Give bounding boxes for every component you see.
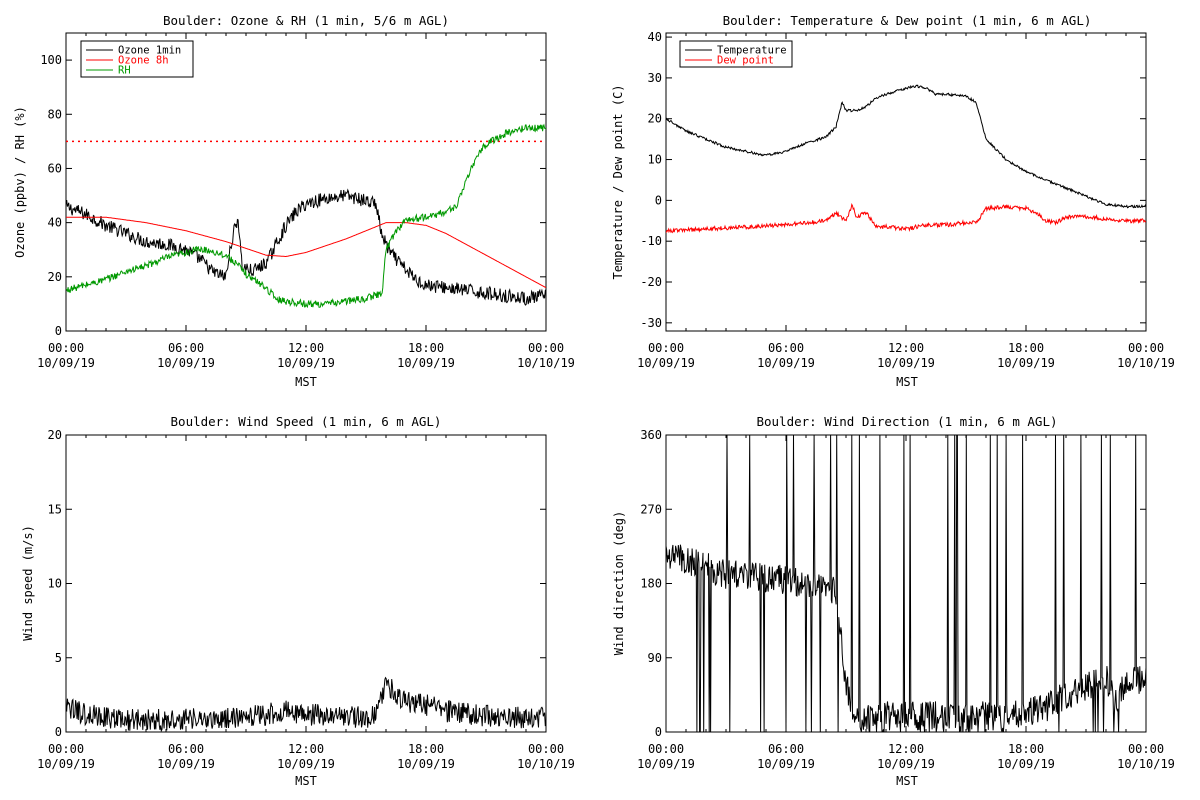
x-tick-label-time: 06:00 [768,742,804,756]
x-tick-label-time: 00:00 [528,742,564,756]
x-tick-label-date: 10/09/19 [397,757,455,771]
x-tick-label-time: 18:00 [408,341,444,355]
y-tick-label: 10 [48,577,62,591]
x-tick-label-time: 06:00 [768,341,804,355]
x-tick-label-time: 12:00 [288,341,324,355]
chart-title: Boulder: Wind Speed (1 min, 6 m AGL) [171,414,442,429]
y-tick-label: 180 [640,577,662,591]
x-tick-label-time: 06:00 [168,742,204,756]
x-tick-label-time: 18:00 [408,742,444,756]
x-axis-label: MST [295,375,317,389]
plot-frame [65,434,547,733]
x-tick-label-time: 00:00 [528,341,564,355]
x-tick-label-date: 10/09/19 [637,757,695,771]
series-line-0 [66,676,546,732]
y-tick-label: 0 [655,193,662,207]
y-axis-label: Wind direction (deg) [612,511,626,656]
y-tick-label: 20 [48,270,62,284]
chart-title: Boulder: Temperature & Dew point (1 min,… [723,13,1092,28]
chart-wind-direction: Boulder: Wind Direction (1 min, 6 m AGL)… [612,414,1175,788]
legend-box [80,40,194,78]
y-axis-label: Temperature / Dew point (C) [611,84,625,279]
x-tick-label-time: 00:00 [48,341,84,355]
x-tick-label-time: 00:00 [1128,742,1164,756]
y-tick-label: 90 [648,651,662,665]
x-tick-label-date: 10/09/19 [37,757,95,771]
legend-label: Temperature [717,45,787,57]
x-tick-label-date: 10/10/19 [1117,757,1175,771]
y-tick-label: 40 [48,216,62,230]
x-tick-label-time: 12:00 [888,341,924,355]
y-tick-label: 0 [55,324,62,338]
x-tick-label-time: 18:00 [1008,341,1044,355]
chart-temperature-dewpoint: Boulder: Temperature & Dew point (1 min,… [611,13,1175,389]
y-tick-label: 15 [48,502,62,516]
x-axis-label: MST [896,375,918,389]
y-tick-label: 40 [648,30,662,44]
legend-label: RH [118,65,131,77]
x-tick-label-date: 10/10/19 [517,757,575,771]
x-tick-label-date: 10/09/19 [157,356,215,370]
legend-box [679,40,793,68]
x-tick-label-date: 10/09/19 [997,356,1055,370]
y-tick-label: 20 [48,428,62,442]
x-tick-label-time: 06:00 [168,341,204,355]
plot-frame [665,32,1147,332]
series-line-1 [66,216,546,289]
y-tick-label: 10 [648,153,662,167]
y-tick-label: 360 [640,428,662,442]
series-line-0 [666,435,1146,732]
chart-wind-speed: Boulder: Wind Speed (1 min, 6 m AGL) MST… [21,414,575,788]
y-tick-label: 0 [655,725,662,739]
x-tick-label-date: 10/09/19 [277,356,335,370]
y-tick-label: 100 [40,53,62,67]
chart-title: Boulder: Wind Direction (1 min, 6 m AGL) [756,414,1057,429]
series-line-0 [666,84,1146,209]
x-tick-label-date: 10/10/19 [1117,356,1175,370]
x-tick-label-date: 10/09/19 [637,356,695,370]
chart-ozone-rh: Boulder: Ozone & RH (1 min, 5/6 m AGL) M… [13,13,575,389]
x-tick-label-time: 00:00 [48,742,84,756]
y-tick-label: 0 [55,725,62,739]
y-tick-label: 60 [48,161,62,175]
x-tick-label-time: 12:00 [888,742,924,756]
x-axis-label: MST [295,774,317,788]
x-axis-label: MST [896,774,918,788]
y-tick-label: 270 [640,502,662,516]
y-tick-label: 30 [648,71,662,85]
x-tick-label-time: 00:00 [1128,341,1164,355]
y-tick-label: 80 [48,107,62,121]
series-line-2 [66,123,546,309]
series-line-0 [66,188,546,306]
x-tick-label-date: 10/09/19 [37,356,95,370]
plot-frame [65,32,547,332]
x-tick-label-date: 10/09/19 [757,356,815,370]
x-tick-label-date: 10/09/19 [757,757,815,771]
series-line-1 [666,203,1146,234]
x-tick-label-date: 10/09/19 [157,757,215,771]
x-tick-label-date: 10/09/19 [877,356,935,370]
y-tick-label: -10 [640,234,662,248]
x-tick-label-date: 10/10/19 [517,356,575,370]
x-tick-label-date: 10/09/19 [277,757,335,771]
y-tick-label: -30 [640,316,662,330]
legend-label: Ozone 1min [118,45,181,57]
x-tick-label-date: 10/09/19 [997,757,1055,771]
y-tick-label: 5 [55,651,62,665]
y-axis-label: Ozone (ppbv) / RH (%) [13,106,27,258]
x-tick-label-date: 10/09/19 [397,356,455,370]
legend-label: Ozone 8h [118,55,169,67]
y-tick-label: 20 [648,112,662,126]
legend-label: Dew point [717,55,774,67]
y-axis-label: Wind speed (m/s) [21,525,35,641]
y-tick-label: -20 [640,275,662,289]
x-tick-label-time: 00:00 [648,341,684,355]
chart-title: Boulder: Ozone & RH (1 min, 5/6 m AGL) [163,13,449,28]
x-tick-label-time: 18:00 [1008,742,1044,756]
x-tick-label-date: 10/09/19 [877,757,935,771]
x-tick-label-time: 00:00 [648,742,684,756]
x-tick-label-time: 12:00 [288,742,324,756]
